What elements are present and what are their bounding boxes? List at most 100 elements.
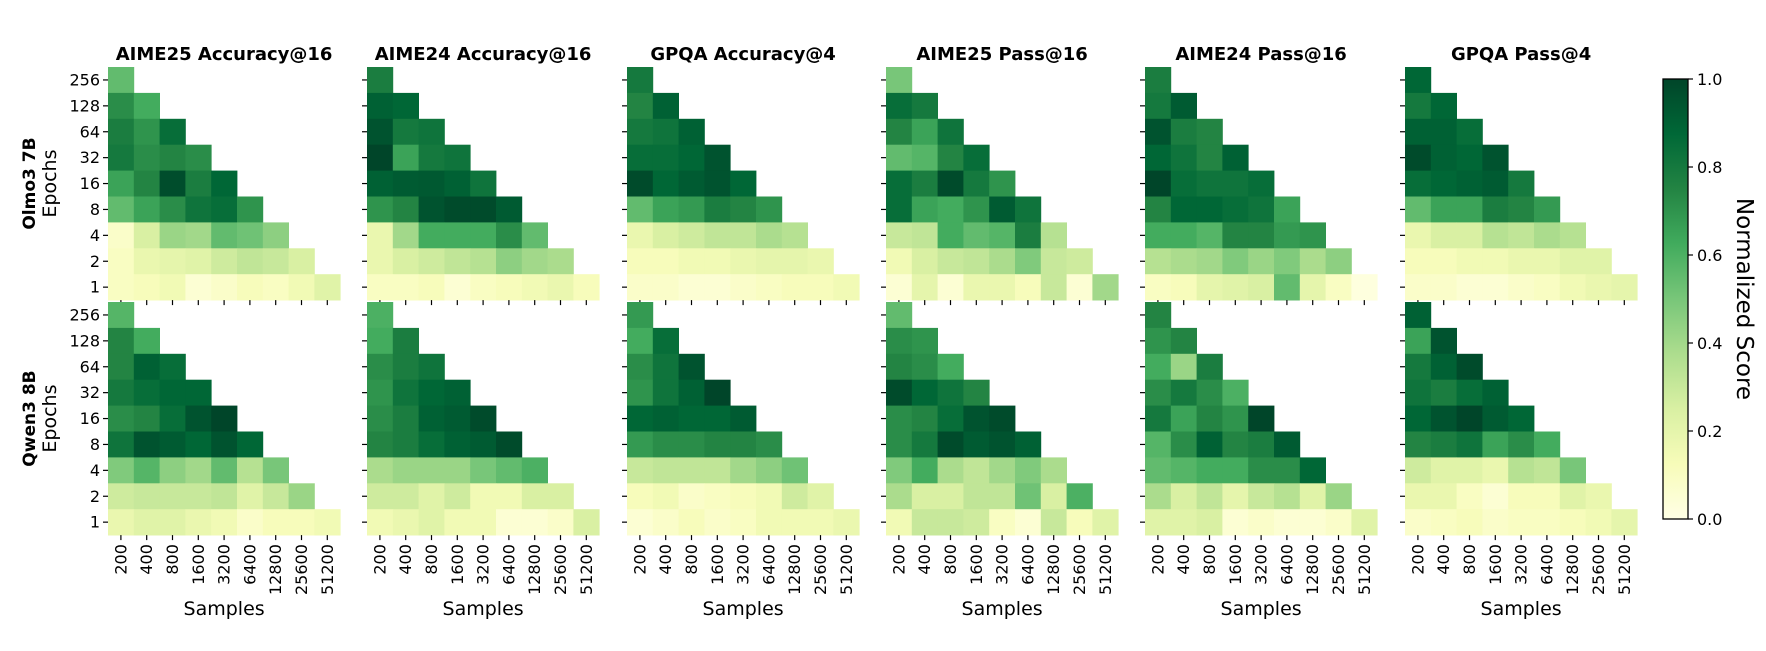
heatmap-cell: [627, 405, 654, 432]
heatmap-cell: [781, 274, 808, 301]
x-tick-label: 1600: [1226, 544, 1245, 585]
x-tick-label: 3200: [1252, 544, 1271, 585]
heatmap-cell: [1456, 248, 1483, 275]
heatmap-cell: [108, 118, 135, 146]
heatmap-cell: [392, 196, 419, 223]
heatmap-cell: [444, 509, 471, 536]
heatmap-cell: [367, 431, 394, 458]
heatmap-cell: [1145, 327, 1172, 355]
heatmap-cell: [211, 509, 238, 536]
heatmap-cell: [1508, 509, 1535, 536]
heatmap-cell: [1066, 509, 1093, 536]
heatmap-cell: [652, 92, 679, 120]
heatmap-cell: [1170, 483, 1197, 510]
heatmap-cell: [627, 353, 654, 381]
x-tick-label: 800: [682, 544, 701, 575]
heatmap-cell: [1456, 196, 1483, 223]
heatmap-cell: [911, 170, 938, 197]
heatmap-cell: [1170, 457, 1197, 484]
heatmap-cell: [1456, 431, 1483, 458]
heatmap-cell: [470, 509, 497, 536]
heatmap-cell: [1405, 457, 1432, 484]
x-tick-label: 6400: [759, 544, 778, 585]
heatmap-cell: [470, 248, 497, 275]
heatmap-cell: [1145, 144, 1172, 171]
heatmap-cell: [1405, 222, 1432, 249]
heatmap-cell: [133, 353, 160, 381]
heatmap-cell: [444, 457, 471, 484]
heatmap-cell: [1196, 457, 1223, 484]
heatmap-cell: [418, 170, 445, 197]
heatmap-cell: [1405, 405, 1432, 432]
heatmap-cell: [392, 353, 419, 381]
heatmap-cell: [989, 483, 1016, 510]
heatmap-cell: [1585, 248, 1612, 275]
heatmap-cell: [678, 379, 705, 406]
heatmap-cell: [444, 274, 471, 301]
heatmap-cell: [911, 196, 938, 223]
heatmap-cell: [496, 248, 523, 275]
heatmap-cell: [678, 222, 705, 249]
heatmap-cell: [1456, 509, 1483, 536]
heatmap-cell: [470, 431, 497, 458]
heatmap-cell: [963, 379, 990, 406]
heatmap-cell: [367, 457, 394, 484]
heatmap-cell: [1325, 509, 1352, 536]
heatmap-cell: [1145, 431, 1172, 458]
heatmap-cell: [547, 509, 574, 536]
heatmap-cell: [1248, 457, 1275, 484]
heatmap-cell: [1405, 67, 1432, 94]
x-tick-label: 800: [422, 544, 441, 575]
heatmap-cell: [937, 196, 964, 223]
heatmap-cell: [989, 170, 1016, 197]
heatmap-cell: [1405, 248, 1432, 275]
heatmap-cell: [627, 302, 654, 329]
heatmap-cell: [730, 509, 757, 536]
y-tick-label: 64: [80, 357, 100, 376]
heatmap-cell: [730, 457, 757, 484]
heatmap-cell: [652, 353, 679, 381]
heatmap-cell: [211, 170, 238, 197]
heatmap-cell: [1092, 274, 1119, 301]
heatmap-cell: [1274, 248, 1301, 275]
heatmap-cell: [367, 302, 394, 329]
heatmap-cell: [1170, 509, 1197, 536]
x-tick-label: 400: [656, 544, 675, 575]
x-tick-label: 1600: [1486, 544, 1505, 585]
heatmap-cell: [1482, 379, 1509, 406]
heatmap-cell: [1534, 431, 1561, 458]
heatmap-cell: [108, 196, 135, 223]
x-tick-label: 800: [1460, 544, 1479, 575]
y-tick-label: 1: [90, 513, 100, 532]
heatmap-cell: [1508, 431, 1535, 458]
heatmap-cell: [886, 405, 913, 432]
x-tick-label: 6400: [499, 544, 518, 585]
heatmap-cell: [911, 274, 938, 301]
heatmap-cell: [496, 457, 523, 484]
heatmap-panel: 200 400 800 1600 3200 6400 12800 25600 51200 Samp…: [1400, 302, 1638, 620]
heatmap-cell: [1170, 431, 1197, 458]
heatmap-cell: [159, 379, 186, 406]
heatmap-cell: [937, 248, 964, 275]
heatmap-cell: [1015, 483, 1042, 510]
heatmap-cell: [1456, 274, 1483, 301]
heatmap-panel: 200 400 800 1600 3200 6400 12800 25600 51200 Samp…: [881, 302, 1119, 620]
heatmap-cell: [1534, 457, 1561, 484]
heatmap-cell: [159, 144, 186, 171]
heatmap-cell: [989, 196, 1016, 223]
x-tick-label: 12800: [266, 544, 285, 595]
heatmap-cell: [730, 483, 757, 510]
heatmap-cell: [367, 118, 394, 146]
heatmap-cell: [418, 274, 445, 301]
heatmap-cell: [108, 248, 135, 275]
heatmap-cell: [1274, 196, 1301, 223]
heatmap-cell: [756, 457, 783, 484]
heatmap-cell: [911, 379, 938, 406]
heatmap-cell: [989, 405, 1016, 432]
heatmap-cell: [1611, 274, 1638, 301]
heatmap-cell: [627, 92, 654, 120]
heatmap-cell: [652, 196, 679, 223]
heatmap-cell: [911, 509, 938, 536]
heatmap-cell: [1170, 92, 1197, 120]
